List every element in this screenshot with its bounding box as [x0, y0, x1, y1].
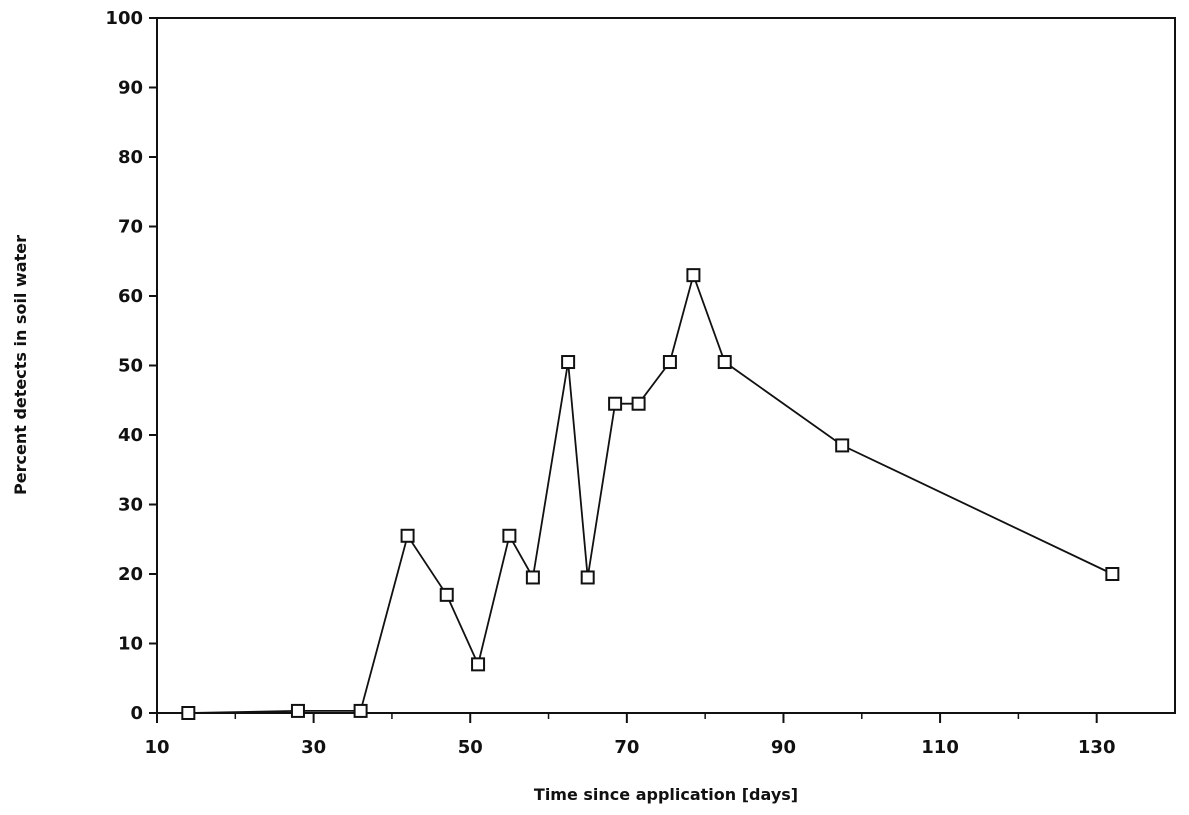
- data-point: [631, 396, 646, 411]
- x-axis-label: Time since application [days]: [534, 785, 798, 804]
- y-axis-label: Percent detects in soil water: [11, 235, 30, 495]
- data-point: [561, 355, 576, 370]
- x-tick-label: 70: [614, 737, 639, 758]
- y-tick-label: 60: [118, 286, 143, 307]
- y-tick-label: 70: [118, 217, 143, 238]
- data-point: [717, 355, 732, 370]
- x-tick-label: 110: [921, 737, 959, 758]
- y-tick-label: 90: [118, 78, 143, 99]
- x-tick-label: 30: [301, 737, 326, 758]
- data-point: [686, 268, 701, 283]
- y-tick-label: 10: [118, 634, 143, 655]
- y-tick-label: 0: [130, 703, 143, 724]
- data-point: [1105, 567, 1120, 581]
- y-tick-label: 40: [118, 425, 143, 446]
- data-point: [353, 703, 368, 718]
- y-tick-label: 20: [118, 564, 143, 585]
- data-point: [502, 528, 517, 543]
- data-point: [439, 587, 454, 602]
- x-axis: 10 30 50 70 90 110 130: [144, 713, 1115, 758]
- data-point: [662, 355, 677, 370]
- data-point: [400, 528, 415, 543]
- y-tick-label: 80: [118, 147, 143, 168]
- data-point: [525, 570, 540, 585]
- data-markers: [181, 268, 1120, 720]
- x-tick-label: 10: [144, 737, 169, 758]
- x-tick-label: 90: [771, 737, 796, 758]
- data-point: [181, 706, 196, 720]
- data-point: [471, 657, 486, 672]
- data-point: [580, 570, 595, 585]
- y-tick-label: 100: [105, 8, 143, 29]
- data-point: [608, 396, 623, 411]
- data-point: [290, 703, 305, 718]
- x-tick-label: 50: [458, 737, 483, 758]
- y-tick-label: 50: [118, 356, 143, 377]
- x-tick-label: 130: [1078, 737, 1116, 758]
- data-point: [835, 438, 850, 453]
- y-tick-label: 30: [118, 495, 143, 516]
- series-line: [188, 272, 1113, 714]
- y-axis: 0 10 20 30 40 50 60 70 80 90 100: [105, 8, 157, 724]
